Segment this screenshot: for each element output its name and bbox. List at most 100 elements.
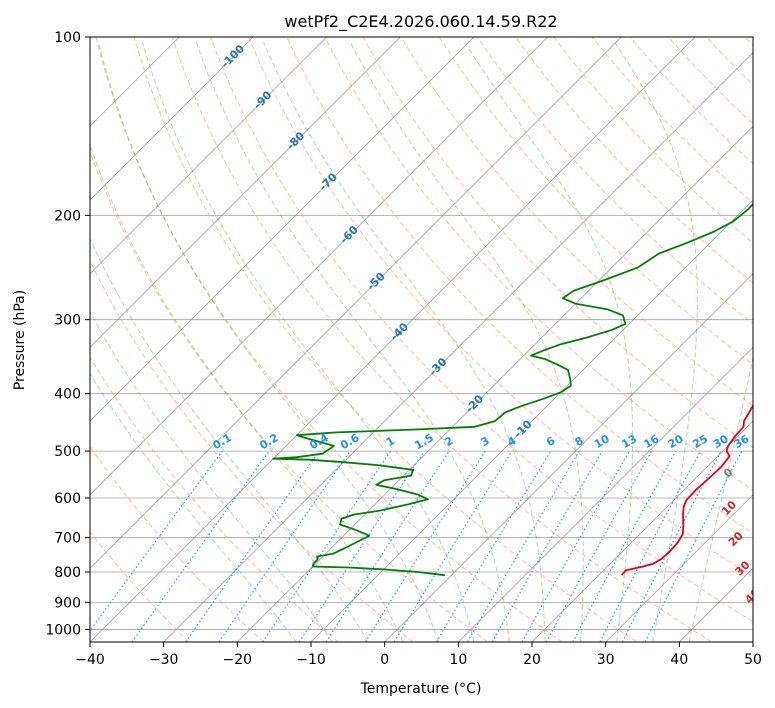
y-tick-label: 600: [54, 491, 81, 507]
plot-frame: [89, 36, 754, 643]
mixing-ratio-line: [262, 450, 392, 642]
dry-adiabat-label: -100: [219, 42, 248, 71]
moist-adiabat-line: [90, 310, 333, 642]
y-tick-label: 1000: [45, 622, 81, 638]
mixing-ratio-label: 1: [384, 434, 397, 449]
x-tick-label: 40: [670, 652, 688, 668]
mixing-ratio-line: [185, 450, 320, 642]
dry-adiabat-label: -90: [251, 88, 274, 111]
dry-adiabat-line: [90, 259, 414, 642]
isotherm-line: [90, 37, 475, 422]
moist-adiabat-lines: [90, 41, 753, 642]
dry-adiabat-line: [248, 37, 753, 578]
mixing-ratio-line: [90, 450, 223, 632]
mixing-ratio-line: [393, 450, 513, 642]
isotherm-line: [752, 641, 753, 642]
dry-adiabat-line: [668, 37, 753, 125]
dry-adiabat-line: [400, 37, 753, 407]
mixing-ratio-label: 36: [732, 432, 752, 451]
moist-adiabat-line: [90, 372, 297, 642]
mixing-ratio-label: 0.1: [210, 431, 233, 452]
moist-adiabat-label: 10: [719, 498, 739, 518]
moist-adiabat-line: [688, 355, 753, 642]
dry-adiabat-line: [210, 37, 753, 623]
moist-adiabat-line: [464, 41, 634, 642]
moist-adiabat-line: [90, 237, 369, 642]
isotherm-lines: [90, 37, 753, 642]
isotherm-line: [310, 199, 753, 642]
mixing-ratio-line: [491, 450, 603, 642]
y-tick-label: 800: [54, 565, 81, 581]
dry-adiabat-line: [591, 37, 753, 204]
mixing-ratio-line: [467, 450, 580, 642]
dry-adiabat-line: [744, 37, 753, 47]
pressure-gridlines: [90, 37, 753, 630]
isotherm-line: [531, 420, 753, 642]
dry-adiabat-line: [90, 445, 264, 642]
mixing-ratio-line: [435, 450, 552, 642]
isotherm-line: [384, 273, 753, 642]
dry-adiabat-lines: [90, 37, 753, 642]
mixing-ratio-line: [325, 450, 450, 642]
mixing-ratio-label: 20: [666, 432, 686, 451]
y-tick-label: 200: [54, 208, 81, 224]
x-axis: −40 −30 −20 −10 0 10 20 30 40 50: [75, 642, 762, 668]
x-tick-label: −30: [149, 652, 179, 668]
mixing-ratio-label: 13: [619, 432, 639, 451]
profile-series: [272, 202, 753, 577]
y-tick-label: 700: [54, 531, 81, 547]
moist-adiabat-line: [263, 41, 546, 642]
plot-area: -100-90-80-70-60-50-40-30-20-100.1 0.2 0.4…: [90, 37, 753, 642]
isotherm-line: [679, 567, 753, 642]
temperature-line: [620, 403, 753, 576]
isotherm-line: [163, 52, 753, 642]
dewpoint-line: [272, 202, 753, 577]
isotherm-line: [237, 125, 753, 642]
mixing-ratio-line: [521, 450, 630, 642]
mixing-ratio-label: 10: [592, 432, 612, 451]
dry-adiabat-line: [90, 356, 339, 642]
mixing-ratio-line: [364, 450, 486, 642]
mixing-ratio-label: 1.5: [413, 431, 436, 452]
isotherm-line: [90, 37, 548, 496]
line-labels: -100-90-80-70-60-50-40-30-20-100.1 0.2 0.4…: [210, 42, 753, 606]
mixing-ratio-line: [599, 450, 701, 642]
moist-adiabat-line: [195, 41, 510, 642]
mixing-ratio-label: 6: [544, 434, 557, 449]
dry-adiabat-label: -60: [338, 223, 361, 246]
dry-adiabat-label: -80: [284, 129, 307, 152]
dry-adiabat-line: [362, 37, 753, 449]
moist-adiabat-line: [90, 144, 404, 642]
moist-adiabat-line: [98, 41, 439, 642]
x-tick-label: 30: [597, 652, 615, 668]
moist-adiabat-line: [614, 41, 698, 642]
mixing-ratio-label: 16: [641, 432, 661, 451]
moist-adiabat-line: [141, 41, 475, 642]
x-tick-label: −20: [223, 652, 253, 668]
y-tick-label: 300: [54, 313, 81, 329]
dry-adiabat-line: [324, 37, 753, 491]
isotherm-line: [90, 37, 401, 348]
x-tick-label: 0: [380, 652, 389, 668]
isotherm-line: [90, 37, 254, 201]
dry-adiabat-line: [553, 37, 753, 244]
x-tick-label: −10: [296, 652, 326, 668]
dry-adiabat-line: [438, 37, 753, 365]
moist-adiabat-label: 20: [726, 529, 746, 549]
dry-adiabat-line: [477, 37, 753, 325]
y-tick-label: 400: [54, 387, 81, 403]
y-tick-label: 100: [54, 30, 81, 46]
y-tick-label: 900: [54, 595, 81, 611]
isotherm-line: [90, 37, 622, 569]
dry-adiabat-line: [706, 37, 753, 86]
x-tick-label: −40: [75, 652, 105, 668]
dry-adiabat-line: [515, 37, 753, 284]
isotherm-line: [90, 37, 696, 642]
mixing-ratio-line: [545, 450, 653, 642]
x-tick-label: 50: [744, 652, 762, 668]
mixing-ratio-line: [218, 450, 351, 642]
mixing-ratio-label: 0.6: [338, 431, 362, 452]
mixing-ratio-line: [572, 450, 677, 642]
chart-title: wetPf2_C2E4.2026.060.14.59.R22: [284, 12, 557, 32]
